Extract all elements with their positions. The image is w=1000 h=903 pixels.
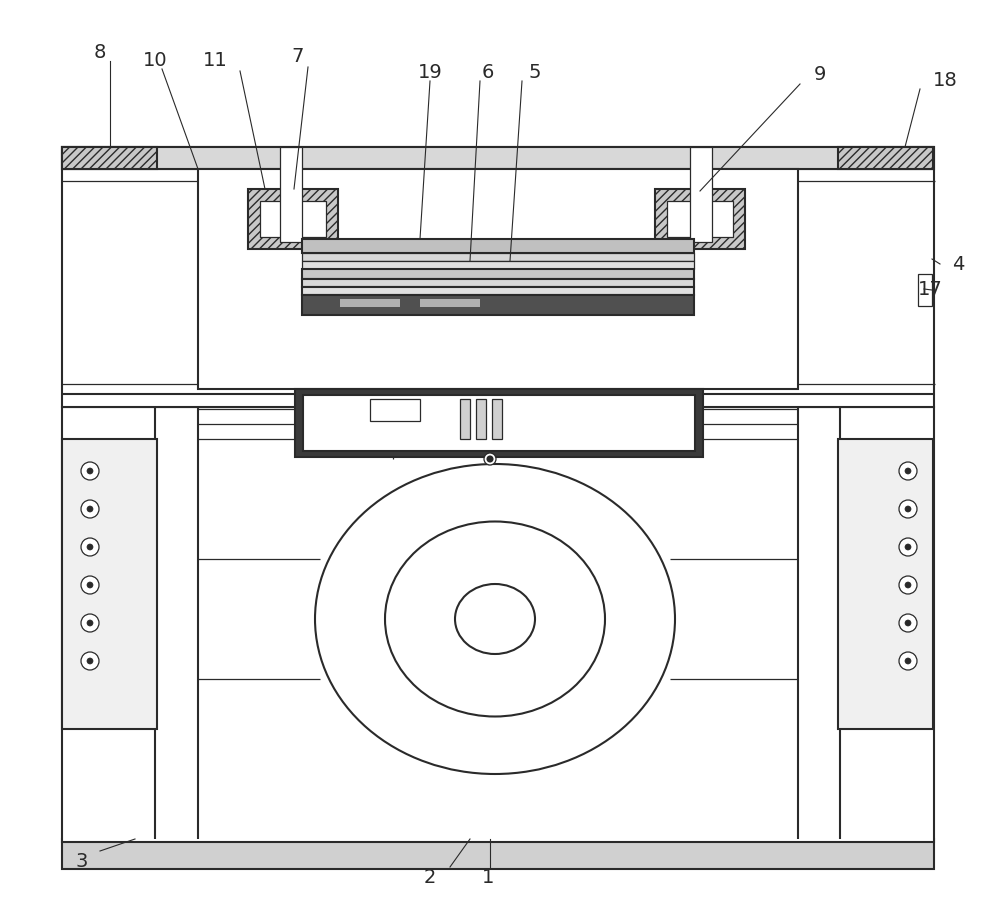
Circle shape <box>81 652 99 670</box>
Circle shape <box>905 469 911 474</box>
Bar <box>476 399 486 440</box>
Bar <box>62 407 934 842</box>
Circle shape <box>899 652 917 670</box>
Circle shape <box>87 545 93 551</box>
Text: 10: 10 <box>143 51 167 70</box>
Circle shape <box>81 614 99 632</box>
Text: 19: 19 <box>418 62 442 81</box>
Circle shape <box>81 462 99 480</box>
Circle shape <box>87 507 93 512</box>
Circle shape <box>899 614 917 632</box>
Text: 18: 18 <box>933 70 957 89</box>
Text: 4: 4 <box>952 256 964 275</box>
Bar <box>62 148 157 170</box>
Bar <box>302 280 694 288</box>
Bar <box>340 300 400 308</box>
Bar <box>492 399 502 440</box>
Bar <box>295 389 703 458</box>
Circle shape <box>899 576 917 594</box>
Circle shape <box>81 576 99 594</box>
Circle shape <box>899 500 917 518</box>
Bar <box>460 399 470 440</box>
Text: 3: 3 <box>76 852 88 870</box>
Ellipse shape <box>385 522 605 717</box>
Circle shape <box>87 582 93 589</box>
Text: 2: 2 <box>424 868 436 887</box>
Text: 17: 17 <box>918 280 942 299</box>
Bar <box>420 300 480 308</box>
Text: 9: 9 <box>814 65 826 84</box>
Bar <box>62 148 934 170</box>
Text: 8: 8 <box>94 42 106 61</box>
Bar <box>667 201 733 237</box>
Bar <box>690 148 712 243</box>
Bar <box>303 396 695 452</box>
Circle shape <box>484 453 496 465</box>
Bar <box>302 239 694 254</box>
Bar <box>62 839 934 869</box>
Circle shape <box>81 500 99 518</box>
Bar <box>302 288 694 295</box>
Bar <box>62 148 934 407</box>
Bar <box>302 254 694 262</box>
Text: 5: 5 <box>529 62 541 81</box>
Text: 11: 11 <box>203 51 227 70</box>
Circle shape <box>81 538 99 556</box>
Text: 6: 6 <box>482 62 494 81</box>
Bar <box>302 262 694 270</box>
Circle shape <box>905 507 911 512</box>
Ellipse shape <box>455 584 535 655</box>
Text: 1: 1 <box>482 868 494 887</box>
Bar <box>280 148 302 243</box>
Bar <box>918 275 932 307</box>
Text: 7: 7 <box>292 48 304 67</box>
Circle shape <box>488 457 493 462</box>
Bar <box>838 148 933 170</box>
Circle shape <box>87 658 93 665</box>
Circle shape <box>905 620 911 627</box>
Circle shape <box>87 469 93 474</box>
Bar <box>370 399 420 422</box>
Bar <box>838 440 933 730</box>
Bar <box>655 190 745 250</box>
Circle shape <box>899 538 917 556</box>
Circle shape <box>905 658 911 665</box>
Bar <box>248 190 338 250</box>
Bar <box>302 295 694 316</box>
Bar <box>62 440 157 730</box>
Bar <box>198 170 798 389</box>
Circle shape <box>87 620 93 627</box>
Bar <box>302 270 694 280</box>
Ellipse shape <box>315 464 675 774</box>
Circle shape <box>905 582 911 589</box>
Bar <box>260 201 326 237</box>
Circle shape <box>905 545 911 551</box>
Circle shape <box>899 462 917 480</box>
